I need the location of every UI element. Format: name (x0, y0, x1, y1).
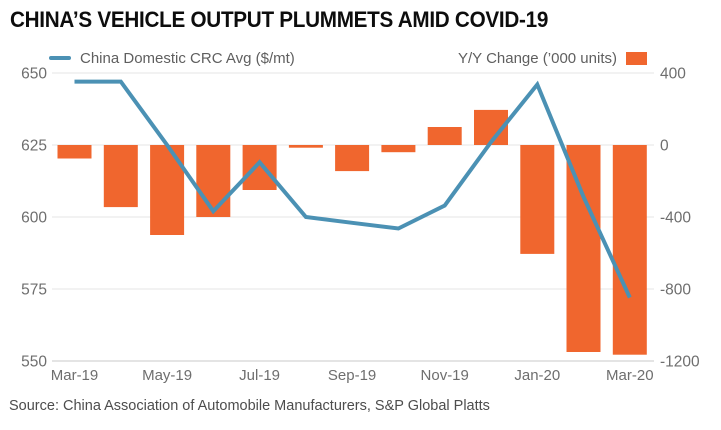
right-axis-tick-label: -800 (660, 282, 691, 299)
crc-price-line (74, 79, 632, 299)
x-axis-tick-label: Nov-19 (421, 367, 469, 384)
left-axis-tick-label: 550 (21, 354, 47, 371)
left-axis-tick-label: 650 (21, 66, 47, 83)
source-note: Source: China Association of Automobile … (9, 398, 490, 414)
bar-Nov-19 (427, 127, 462, 145)
left-axis-tick-label: 625 (21, 138, 47, 155)
x-axis-tick-label: Mar-20 (606, 367, 654, 384)
right-axis-tick-label: 400 (660, 66, 686, 83)
x-axis-tick-label: Jan-20 (514, 367, 560, 384)
legend-item-bar: Y/Y Change (’000 units) (458, 49, 647, 67)
right-axis-tick-label: -400 (660, 210, 691, 227)
bar-Sep-19 (335, 145, 370, 172)
x-axis-tick-label: May-19 (142, 367, 192, 384)
x-axis-tick-label: Jul-19 (239, 367, 280, 384)
bar-Oct-19 (381, 145, 416, 153)
left-axis-tick-label: 600 (21, 210, 47, 227)
x-axis-tick-label: Mar-19 (51, 367, 99, 384)
line-series-swatch (49, 56, 71, 60)
legend-item-line: China Domestic CRC Avg ($/mt) (49, 49, 295, 67)
x-axis-tick-label: Sep-19 (328, 367, 376, 384)
bar-Jan-20 (520, 145, 555, 254)
legend-bar-label: Y/Y Change (’000 units) (458, 49, 617, 67)
bar-May-19 (150, 145, 185, 235)
right-axis-tick-label: -1200 (660, 354, 700, 371)
right-axis-tick-label: 0 (660, 138, 669, 155)
bar-Aug-19 (288, 145, 323, 148)
chart-title: CHINA’S VEHICLE OUTPUT PLUMMETS AMID COV… (10, 7, 549, 32)
bar-Jun-19 (196, 145, 231, 217)
bar-series-swatch (626, 51, 647, 65)
bar-Jul-19 (242, 145, 277, 190)
bar-Mar-19 (57, 145, 92, 159)
legend-line-label: China Domestic CRC Avg ($/mt) (80, 49, 295, 67)
bar-Apr-19 (103, 145, 138, 208)
left-axis-tick-label: 575 (21, 282, 47, 299)
bar-Feb-20 (566, 145, 601, 352)
bar-Mar-20 (612, 145, 647, 355)
